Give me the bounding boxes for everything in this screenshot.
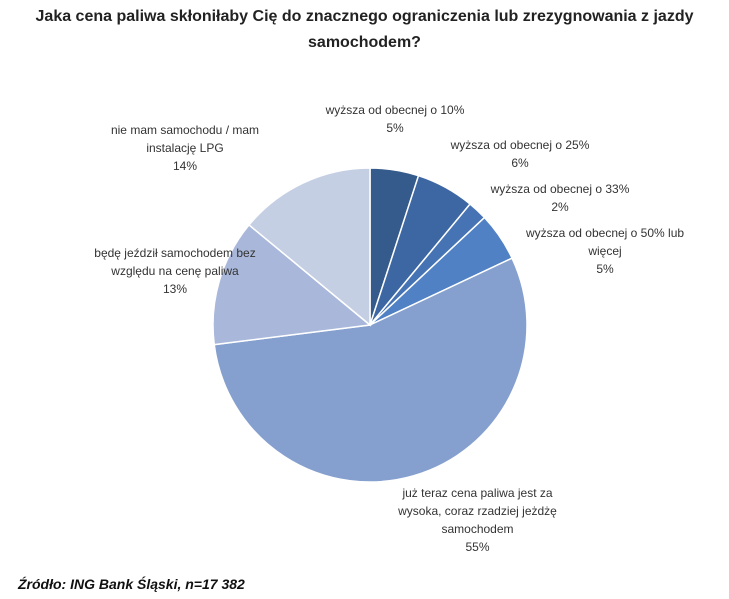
slice-label: wyższa od obecnej o 33% 2% — [475, 180, 645, 216]
value-label: 13% — [162, 282, 188, 296]
value-label: 6% — [511, 156, 529, 170]
category-label: wyższa od obecnej o 50% lub więcej — [525, 226, 685, 258]
value-label: 5% — [386, 121, 404, 135]
slice-label: wyższa od obecnej o 10% 5% — [310, 101, 480, 137]
category-label: już teraz cena paliwa jest za wysoka, co… — [398, 486, 557, 536]
category-label: nie mam samochodu / mam instalację LPG — [110, 123, 260, 155]
chart-title: Jaka cena paliwa skłoniłaby Cię do znacz… — [0, 4, 729, 56]
slice-label: będę jeździł samochodem bez względu na c… — [90, 244, 260, 298]
slice-label: już teraz cena paliwa jest za wysoka, co… — [385, 484, 570, 556]
value-label: 2% — [551, 200, 569, 214]
value-label: 5% — [596, 262, 614, 276]
pie-slice — [213, 257, 528, 483]
category-label: wyższa od obecnej o 25% — [450, 138, 590, 152]
category-label: wyższa od obecnej o 33% — [490, 182, 630, 196]
pie-slice — [212, 223, 372, 346]
category-label: będę jeździł samochodem bez względu na c… — [94, 246, 256, 278]
title-text: Jaka cena paliwa skłoniłaby Cię do znacz… — [35, 8, 694, 51]
value-label: 14% — [172, 159, 198, 173]
slice-label: wyższa od obecnej o 50% lub więcej 5% — [520, 224, 690, 278]
source: Źródło: ING Bank Śląski, n=17 382 — [18, 576, 245, 592]
slice-label: nie mam samochodu / mam instalację LPG 14… — [100, 121, 270, 175]
slice-label: wyższa od obecnej o 25% 6% — [440, 136, 600, 172]
category-label: wyższa od obecnej o 10% — [325, 103, 465, 117]
value-label: 55% — [465, 540, 490, 554]
pie-slice — [247, 167, 371, 327]
